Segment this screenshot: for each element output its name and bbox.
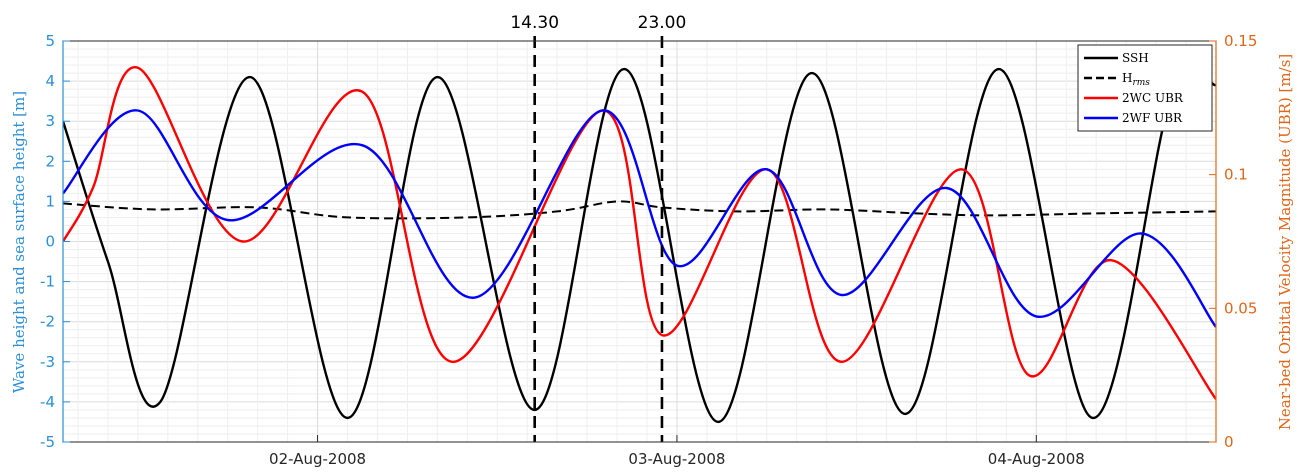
left-tick-label: 2 [45, 152, 55, 170]
left-axis-title: Wave height and sea surface height [m] [10, 91, 28, 393]
series-line-hrms [63, 200, 1216, 220]
legend-entry: SSH [1122, 51, 1149, 65]
x-tick-label: 03-Aug-2008 [628, 450, 725, 468]
x-tick-label: 02-Aug-2008 [269, 450, 366, 468]
x-tick-label: 04-Aug-2008 [988, 450, 1085, 468]
left-tick-label: -4 [40, 393, 55, 411]
left-tick-label: -2 [40, 313, 55, 331]
grid [63, 40, 1217, 443]
right-tick-label: 0 [1224, 433, 1234, 451]
series-line-2wf-ubr [63, 109, 1216, 328]
right-tick-label: 0.05 [1224, 299, 1257, 317]
left-tick-label: 4 [45, 72, 55, 90]
left-tick-label: -3 [40, 353, 55, 371]
left-tick-label: 3 [45, 112, 55, 130]
marker-label: 23.00 [638, 13, 687, 33]
legend-entry: 2WF UBR [1122, 111, 1183, 125]
right-axis-title: Near-bed Orbital Velocity Magnitude (UBR… [1276, 54, 1294, 430]
left-tick-label: 5 [45, 32, 55, 50]
marker-label: 14.30 [510, 13, 559, 33]
legend-box [1077, 44, 1213, 132]
ticks: 5 4 3 2 1 0 -1 -2 -3 -4 -5 0.15 0.1 0.05 0 02-Aug-2008 0… [40, 32, 1257, 468]
series-line-ssh [63, 67, 1216, 424]
left-tick-label: -5 [40, 433, 55, 451]
left-tick-label: -1 [40, 273, 55, 291]
left-tick-label: 0 [45, 233, 55, 251]
marker-lines: 14.30 23.00 [510, 13, 686, 442]
right-tick-label: 0.1 [1224, 166, 1248, 184]
legend-entry: 2WC UBR [1122, 91, 1184, 105]
right-tick-label: 0.15 [1224, 32, 1257, 50]
left-tick-label: 1 [45, 192, 55, 210]
series-lines [63, 66, 1216, 424]
